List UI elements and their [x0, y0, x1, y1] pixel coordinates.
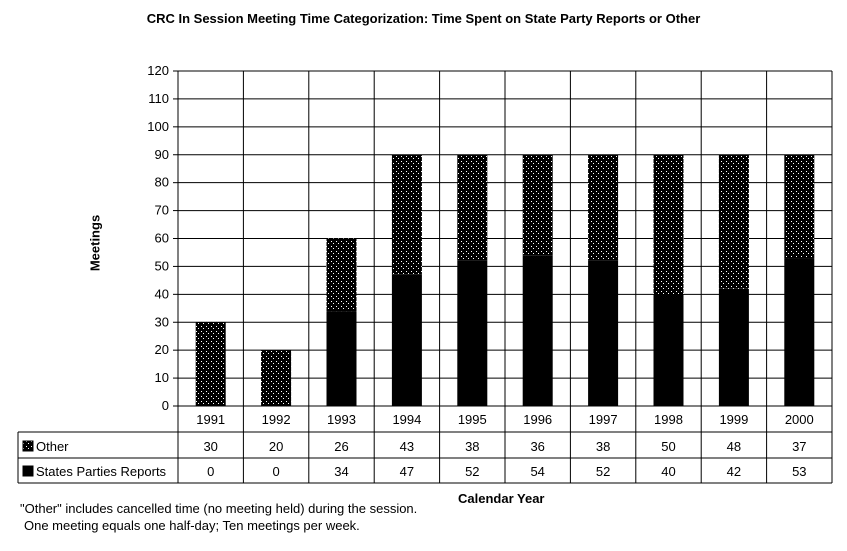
data-label-other: 38	[465, 439, 479, 454]
y-tick-label: 80	[155, 175, 169, 190]
x-category-label: 1991	[196, 412, 225, 427]
chart-title: CRC In Session Meeting Time Categorizati…	[146, 11, 701, 26]
bar-other	[326, 238, 357, 312]
y-tick-label: 20	[155, 342, 169, 357]
bar-other	[653, 154, 684, 295]
y-tick-label: 60	[155, 231, 169, 246]
bar-states-parties-reports	[653, 294, 684, 406]
bar-other	[718, 154, 749, 289]
bar-other	[457, 154, 488, 261]
y-tick-label: 10	[155, 370, 169, 385]
y-tick-label: 40	[155, 286, 169, 301]
bar-other	[261, 350, 292, 406]
bar-other	[391, 154, 422, 275]
bar-states-parties-reports	[326, 311, 357, 406]
data-label-other: 38	[596, 439, 610, 454]
data-label-states-parties-reports: 42	[727, 464, 741, 479]
x-axis-label: Calendar Year	[458, 491, 545, 506]
legend-swatch-states-parties-reports	[22, 465, 34, 477]
x-category-label: 1992	[262, 412, 291, 427]
y-tick-label: 50	[155, 258, 169, 273]
legend-label-other: Other	[36, 439, 69, 454]
data-label-other: 36	[530, 439, 544, 454]
bar-other	[588, 154, 619, 261]
footnote-meeting: One meeting equals one half-day; Ten mee…	[24, 518, 360, 533]
data-label-states-parties-reports: 47	[400, 464, 414, 479]
bar-states-parties-reports	[522, 255, 553, 406]
bar-states-parties-reports	[784, 258, 815, 406]
data-label-other: 26	[334, 439, 348, 454]
y-tick-label: 70	[155, 203, 169, 218]
legend-label-states-parties-reports: States Parties Reports	[36, 464, 167, 479]
legend-swatch-other	[22, 440, 34, 452]
y-tick-label: 110	[148, 91, 169, 106]
data-label-other: 50	[661, 439, 675, 454]
data-label-states-parties-reports: 0	[207, 464, 214, 479]
y-tick-label: 100	[147, 119, 169, 134]
data-label-states-parties-reports: 40	[661, 464, 675, 479]
data-label-states-parties-reports: 54	[530, 464, 544, 479]
data-label-other: 30	[203, 439, 217, 454]
x-category-label: 1997	[589, 412, 618, 427]
x-category-label: 1999	[719, 412, 748, 427]
data-label-other: 37	[792, 439, 806, 454]
bar-other	[195, 322, 226, 406]
data-label-other: 43	[400, 439, 414, 454]
y-tick-label: 30	[155, 314, 169, 329]
data-label-states-parties-reports: 52	[596, 464, 610, 479]
bar-states-parties-reports	[391, 274, 422, 406]
x-category-label: 1996	[523, 412, 552, 427]
bar-other	[784, 154, 815, 259]
x-category-label: 1993	[327, 412, 356, 427]
data-label-states-parties-reports: 53	[792, 464, 806, 479]
x-category-label: 1994	[392, 412, 421, 427]
bar-other	[522, 154, 553, 256]
data-label-other: 20	[269, 439, 283, 454]
bar-states-parties-reports	[457, 260, 488, 406]
data-label-states-parties-reports: 34	[334, 464, 348, 479]
data-label-other: 48	[727, 439, 741, 454]
y-tick-label: 0	[162, 398, 169, 413]
bar-states-parties-reports	[718, 288, 749, 406]
footnote-other: "Other" includes cancelled time (no meet…	[20, 501, 418, 516]
y-tick-label: 90	[155, 147, 169, 162]
bar-states-parties-reports	[588, 260, 619, 406]
data-label-states-parties-reports: 52	[465, 464, 479, 479]
x-category-label: 2000	[785, 412, 814, 427]
x-category-label: 1995	[458, 412, 487, 427]
y-tick-label: 120	[147, 63, 169, 78]
x-category-label: 1998	[654, 412, 683, 427]
data-label-states-parties-reports: 0	[272, 464, 279, 479]
